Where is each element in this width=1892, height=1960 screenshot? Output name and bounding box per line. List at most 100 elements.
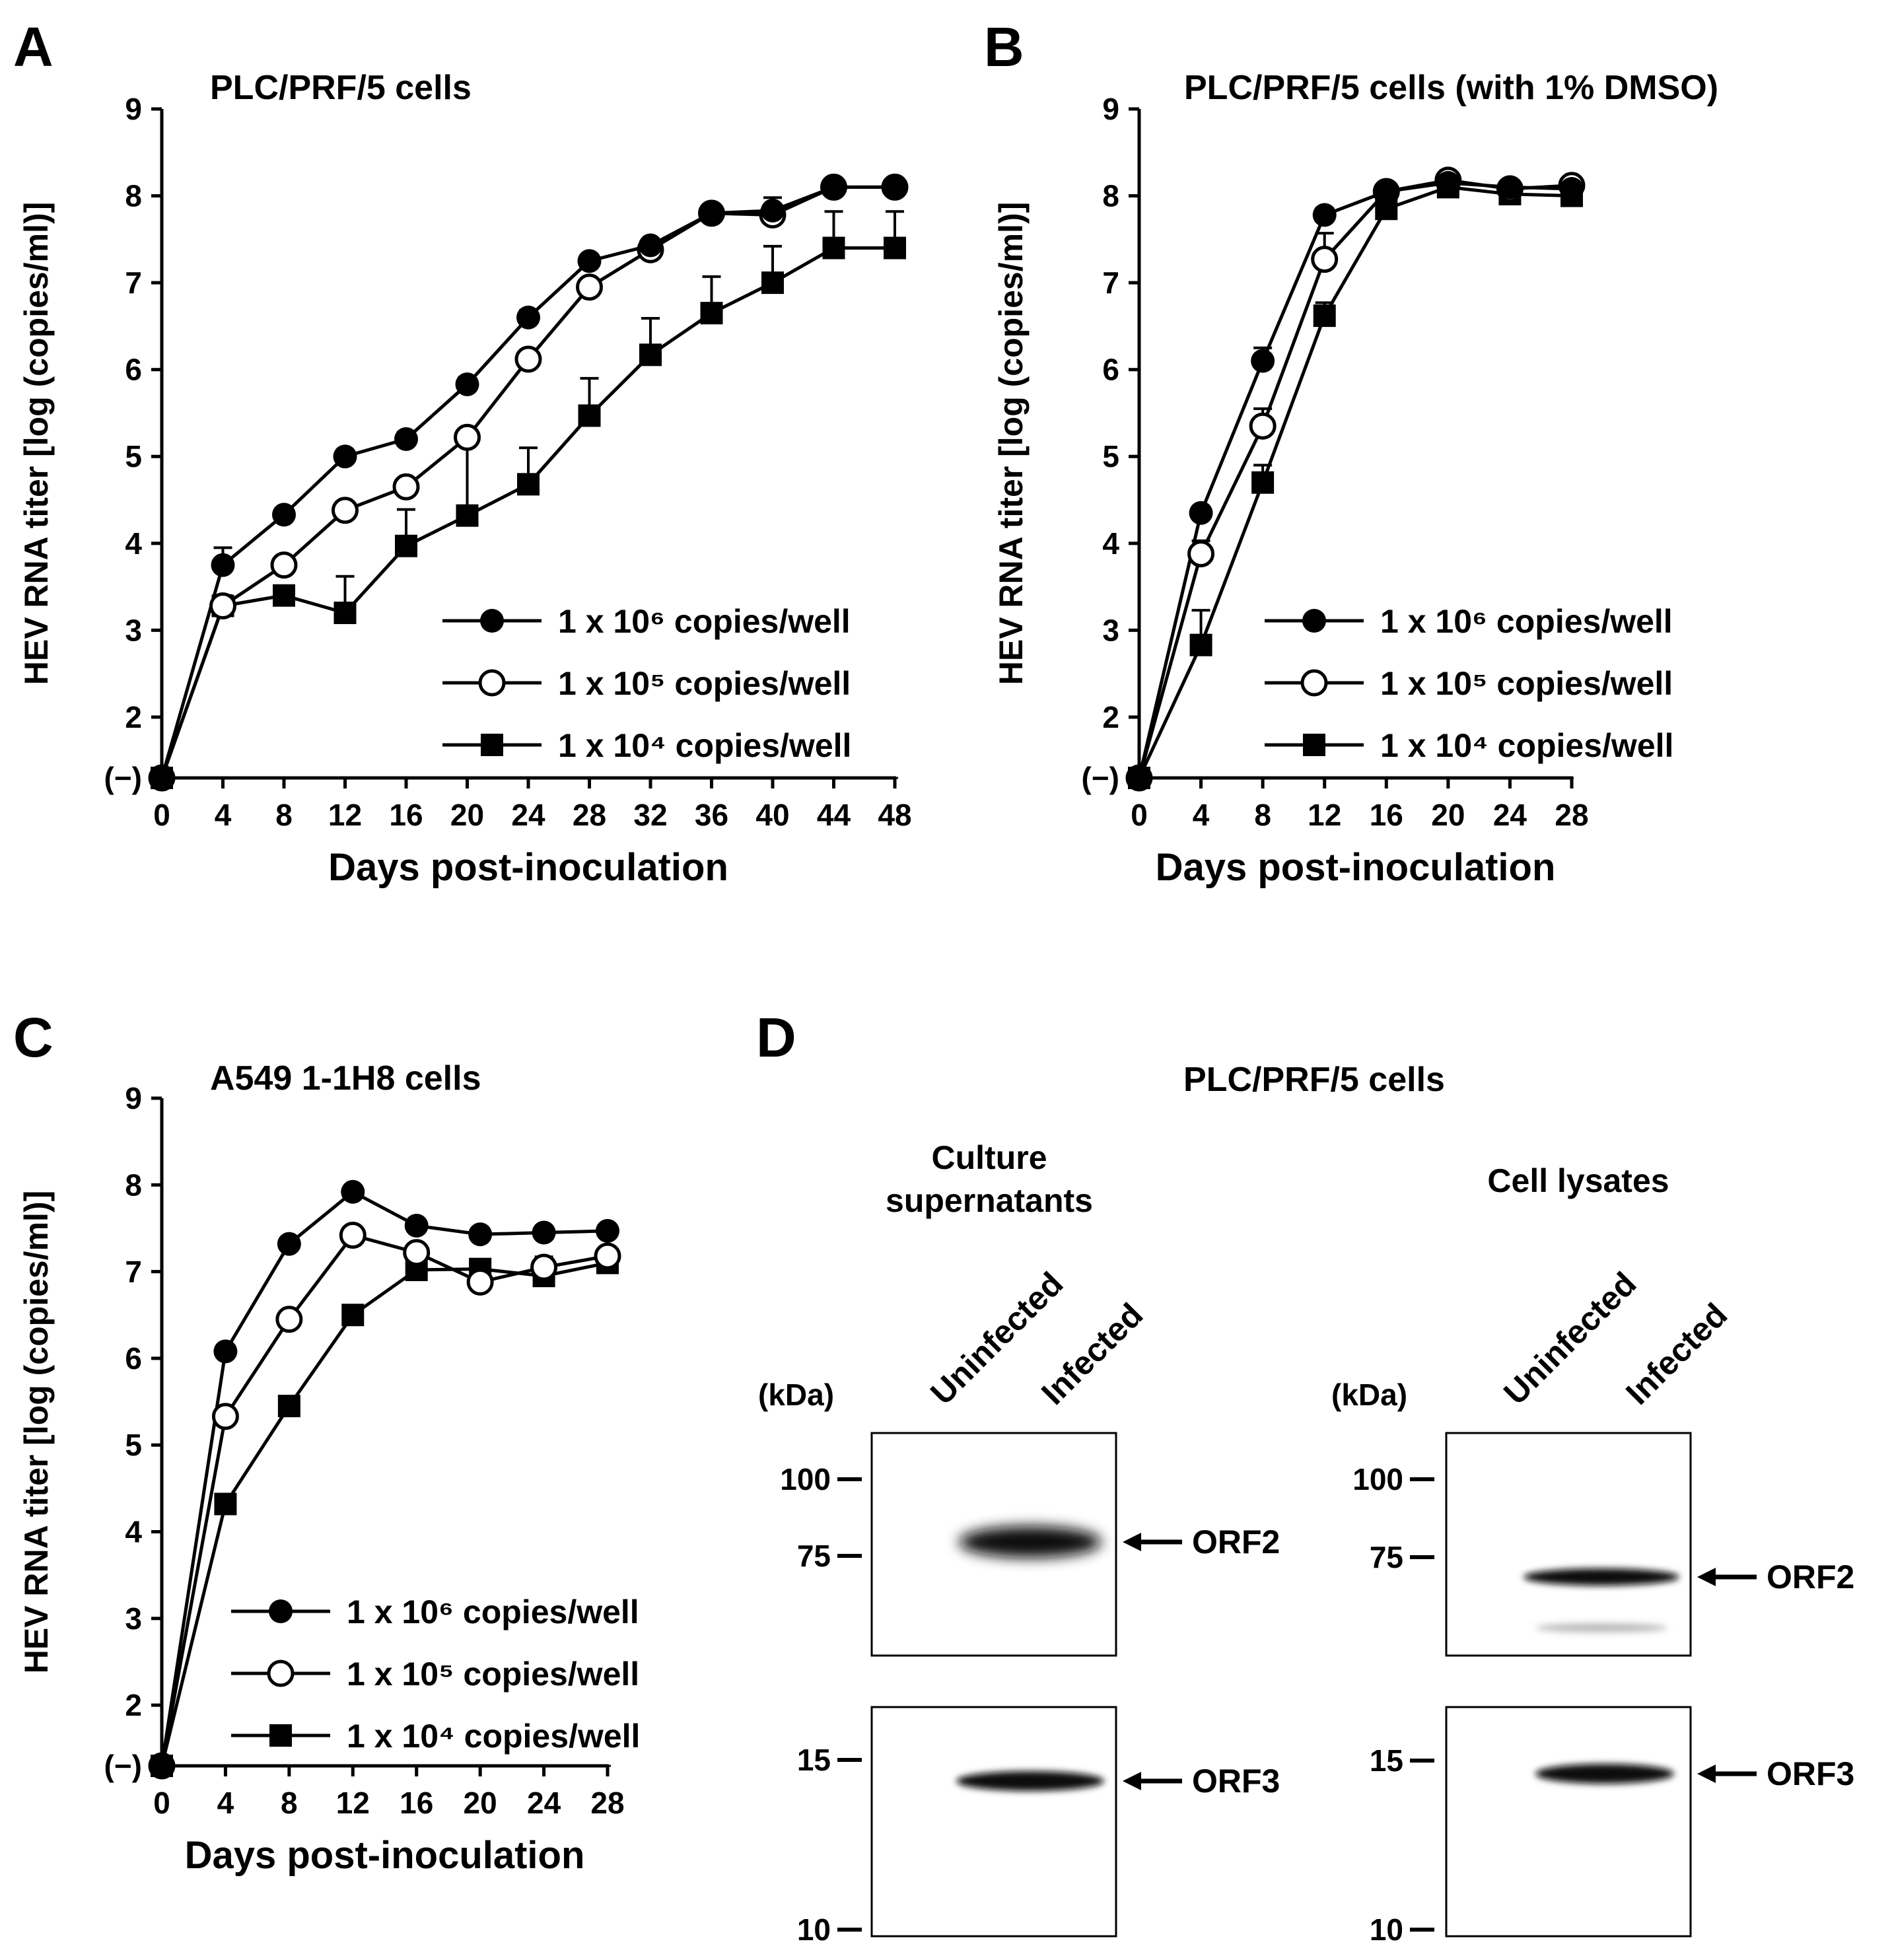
data-point <box>404 1214 429 1238</box>
x-tick-label: 24 <box>1493 798 1527 832</box>
data-point <box>394 427 418 451</box>
legend-marker <box>1302 609 1326 633</box>
band-label-orf3-left: ORF3 <box>1192 1763 1280 1800</box>
data-point <box>596 1218 619 1243</box>
legend-label: 1 x 10⁵ copies/well <box>1380 665 1673 702</box>
data-point <box>395 534 417 557</box>
x-tick-label: 20 <box>464 1786 497 1820</box>
chart-panel-b: PLC/PRF/5 cells (with 1% DMSO) (−) 2 3 4 5 6 7 8… <box>993 69 1718 889</box>
x-tick-label: 24 <box>527 1786 561 1820</box>
data-point <box>211 1403 239 1430</box>
kda-label-left: (kDa) <box>758 1378 834 1412</box>
y-tick-label: 8 <box>125 179 142 213</box>
legend-marker <box>480 609 504 633</box>
y-tick-label: 3 <box>125 1601 142 1636</box>
data-point <box>1498 175 1522 199</box>
x-tick-label: 20 <box>450 798 484 832</box>
mw-label-100-right: 100 <box>1352 1462 1403 1496</box>
x-tick-label: 20 <box>1431 798 1465 832</box>
band-orf2-supernatant <box>959 1526 1102 1558</box>
data-point <box>822 175 846 199</box>
data-point <box>517 473 540 496</box>
arrow-orf2-left <box>1123 1533 1182 1551</box>
x-tick-label: 4 <box>1193 798 1210 832</box>
x-tick-label: 28 <box>573 798 606 832</box>
data-point <box>214 1492 237 1516</box>
y-tick-label: 4 <box>1102 526 1119 561</box>
data-point <box>272 503 296 527</box>
data-point <box>277 1232 301 1256</box>
x-axis-label: Days post-inoculation <box>1156 846 1556 889</box>
legend-label: 1 x 10⁶ copies/well <box>558 603 851 640</box>
chart-title: A549 1-1H8 cells <box>210 1059 481 1098</box>
legend-marker <box>481 734 503 756</box>
data-point <box>530 1253 558 1281</box>
data-point <box>1312 203 1337 227</box>
panel-label-a: A <box>13 16 53 78</box>
arrow-orf3-right <box>1697 1765 1757 1783</box>
x-tick-label: 48 <box>878 798 911 832</box>
panel-label-b: B <box>984 16 1024 78</box>
x-tick-label: 32 <box>633 798 667 832</box>
band-faint-lysate <box>1535 1623 1667 1632</box>
y-tick-label: 2 <box>125 700 142 734</box>
band-orf3-lysate <box>1535 1764 1674 1784</box>
data-point <box>341 1179 365 1204</box>
data-point <box>1311 246 1339 273</box>
y-axis-label: HEV RNA titer [log (copies/ml)] <box>18 202 55 685</box>
x-tick-label: 24 <box>511 798 545 832</box>
arrow-orf2-right <box>1697 1568 1757 1586</box>
y-axis-label: HEV RNA titer [log (copies/ml)] <box>993 202 1030 685</box>
y-tick-label: 6 <box>125 1341 142 1376</box>
y-tick-label: 5 <box>125 1428 142 1462</box>
y-tick-label: (−) <box>104 1749 143 1783</box>
y-tick-label: 7 <box>125 265 142 300</box>
x-tick-label: 12 <box>1308 798 1341 832</box>
data-point <box>1436 170 1460 195</box>
x-tick-label: 12 <box>336 1786 370 1820</box>
legend-marker <box>1303 734 1325 756</box>
mw-label-10-left: 10 <box>797 1912 831 1947</box>
data-point <box>576 273 603 301</box>
x-axis-label: Days post-inoculation <box>185 1834 585 1877</box>
y-tick-label: 8 <box>125 1168 142 1202</box>
blot-title: PLC/PRF/5 cells <box>1183 1061 1445 1099</box>
lane-label-infected-right: Infected <box>1619 1296 1734 1412</box>
data-point <box>1560 177 1584 201</box>
x-tick-label: 28 <box>1555 798 1588 832</box>
arrow-orf3-left <box>1123 1772 1182 1790</box>
legend-marker <box>478 669 506 697</box>
x-tick-label: 44 <box>817 798 851 832</box>
data-point <box>577 249 602 273</box>
mw-label-10-right: 10 <box>1370 1912 1403 1947</box>
x-tick-label: 8 <box>1254 798 1271 832</box>
data-point <box>699 201 724 225</box>
kda-label-right: (kDa) <box>1331 1378 1407 1412</box>
data-point <box>333 444 357 469</box>
x-axis-label: Days post-inoculation <box>328 846 728 889</box>
x-tick-label: 16 <box>389 798 423 832</box>
data-point <box>761 198 785 223</box>
legend-label: 1 x 10⁴ copies/well <box>1380 727 1673 764</box>
y-tick-label: 4 <box>125 1514 142 1549</box>
legend-label: 1 x 10⁴ copies/well <box>558 727 851 764</box>
data-point <box>332 497 359 524</box>
blot-box-supernatant-orf3 <box>870 1706 1117 1938</box>
y-tick-label: 8 <box>1102 179 1119 213</box>
y-tick-label: 2 <box>1102 700 1119 734</box>
data-point <box>1313 304 1336 328</box>
data-point <box>822 236 845 260</box>
legend-label: 1 x 10⁴ copies/well <box>347 1718 640 1755</box>
panel-label-d: D <box>756 1006 796 1068</box>
data-point <box>150 766 174 790</box>
data-point <box>211 553 235 577</box>
band-orf2-lysate <box>1524 1568 1679 1586</box>
y-tick-label: (−) <box>1082 761 1120 795</box>
data-point <box>1127 766 1151 790</box>
x-tick-label: 8 <box>281 1786 298 1820</box>
data-point <box>1189 633 1212 656</box>
band-label-orf2-left: ORF2 <box>1192 1523 1280 1560</box>
data-point <box>455 372 479 397</box>
y-tick-label: 6 <box>125 353 142 387</box>
